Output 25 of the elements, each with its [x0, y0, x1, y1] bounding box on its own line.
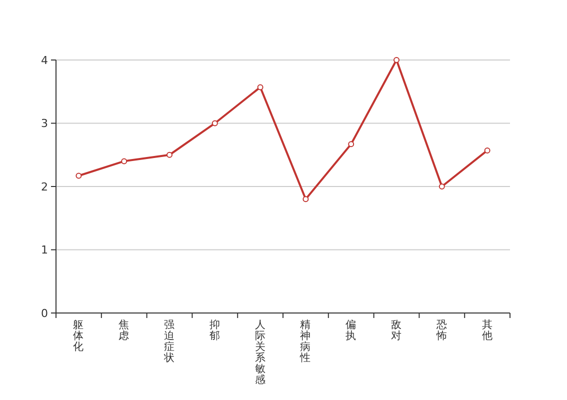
- x-tick-label: 人际关系敏感: [254, 319, 266, 386]
- y-tick-label: 0: [41, 306, 48, 320]
- point: [394, 57, 400, 63]
- point: [257, 84, 264, 90]
- y-tick-label: 3: [41, 117, 48, 130]
- point: [484, 147, 490, 154]
- x-tick-label: 敌对: [391, 319, 402, 342]
- x-tick-label: 其他: [482, 318, 493, 342]
- y-tick-label: 1: [41, 244, 48, 257]
- y-tick-label: 4: [41, 54, 48, 67]
- point: [302, 196, 309, 202]
- point: [121, 158, 128, 164]
- point: [212, 120, 218, 126]
- point: [438, 184, 445, 190]
- x-tick-label: 强迫症状: [163, 319, 175, 364]
- point: [348, 141, 354, 148]
- point: [76, 172, 82, 179]
- x-tick-label: 抑郁: [209, 319, 220, 342]
- x-tick-label: 恐怖: [435, 319, 448, 342]
- x-tick-label: 焦虑: [118, 319, 130, 342]
- x-tick-label: 躯体化: [73, 319, 84, 353]
- x-tick-label: 精神病性: [299, 319, 312, 364]
- y-tick-label: 2: [41, 180, 48, 194]
- x-tick-label: 偏执: [346, 319, 357, 342]
- point: [166, 152, 172, 158]
